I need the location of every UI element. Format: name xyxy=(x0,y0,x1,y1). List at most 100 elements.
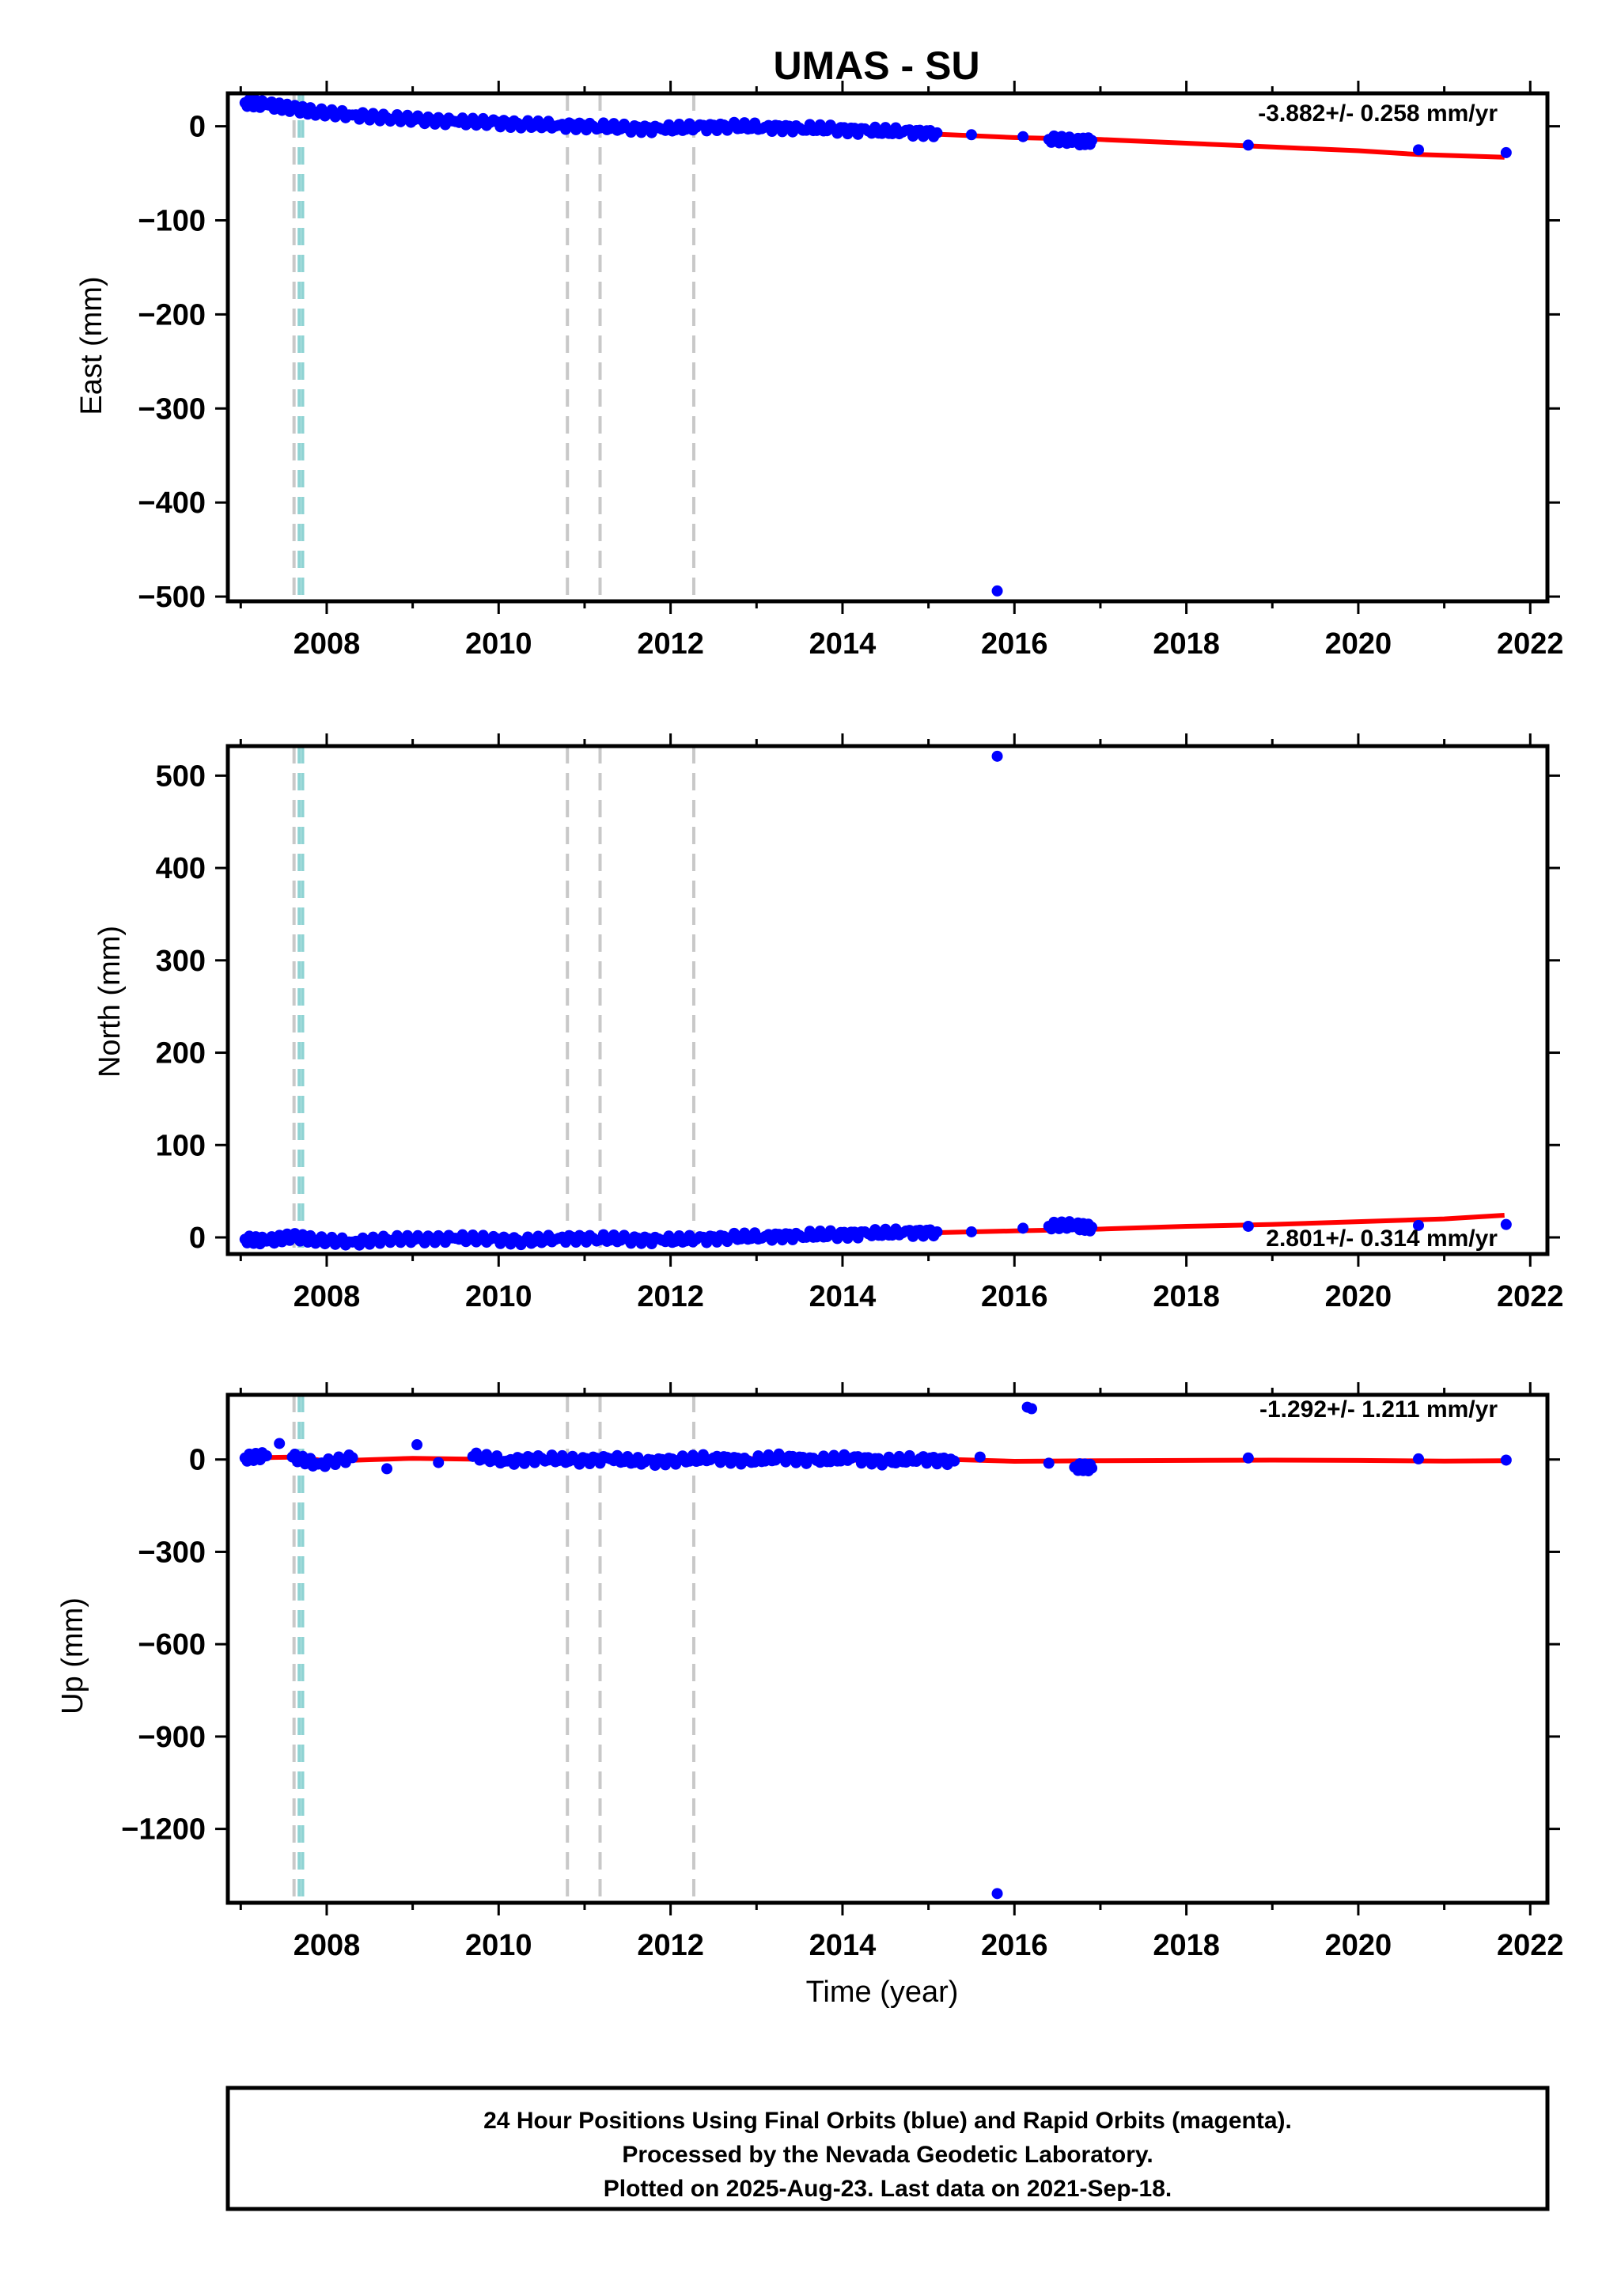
data-point xyxy=(1500,146,1512,158)
data-point xyxy=(1017,131,1029,142)
x-tick-label: 2014 xyxy=(809,1929,877,1962)
east-rate-label: -3.882+/- 0.258 mm/yr xyxy=(1258,100,1498,127)
y-tick-label: 0 xyxy=(189,111,206,144)
axes-frame xyxy=(225,91,1550,604)
data-point xyxy=(1413,144,1425,156)
data-point xyxy=(991,750,1003,762)
y-tick-label: −300 xyxy=(138,392,206,426)
caption-frame xyxy=(225,2086,1550,2211)
y-tick-label: −300 xyxy=(138,1536,206,1569)
east-x-axis: 2008 2010 2012 2014 2016 2018 2020 2022 xyxy=(239,81,1564,661)
x-tick-label: 2010 xyxy=(465,627,532,661)
north-y-axis: 0 100 200 300 400 500 xyxy=(156,760,1560,1255)
north-y-axis-label: North (mm) xyxy=(93,926,127,1078)
caption-line-2: Processed by the Nevada Geodetic Laborat… xyxy=(622,2142,1153,2168)
y-tick-label: −1200 xyxy=(121,1813,206,1847)
up-axes-frame xyxy=(225,1392,1550,1905)
caption-line-3: Plotted on 2025-Aug-23. Last data on 202… xyxy=(604,2176,1172,2202)
east-panel: 2008 2010 2012 2014 2016 2018 2020 2022 0 −100 −2… xyxy=(75,81,1564,661)
data-point xyxy=(949,1455,960,1467)
north-axes-frame xyxy=(225,744,1550,1256)
y-tick-label: 400 xyxy=(156,852,206,885)
x-tick-label: 2018 xyxy=(1153,1929,1220,1962)
data-point xyxy=(931,1226,943,1237)
y-tick-label: −100 xyxy=(138,205,206,238)
up-panel: 2008 2010 2012 2014 2016 2018 2020 2022 0 −300 −6… xyxy=(56,1382,1564,2009)
x-tick-label: 2014 xyxy=(809,1280,877,1313)
axes-frame xyxy=(225,1392,1550,1905)
x-tick-label: 2022 xyxy=(1497,627,1564,661)
data-point xyxy=(1086,135,1098,146)
up-rate-label: -1.292+/- 1.211 mm/yr xyxy=(1259,1396,1498,1423)
y-tick-label: −600 xyxy=(138,1628,206,1661)
data-point xyxy=(931,127,943,138)
y-tick-label: −400 xyxy=(138,487,206,520)
up-data-points xyxy=(239,1401,1512,1900)
data-point xyxy=(274,1438,286,1449)
data-point xyxy=(411,1439,423,1451)
axes-frame xyxy=(225,744,1550,1256)
x-tick-label: 2016 xyxy=(981,627,1048,661)
data-point xyxy=(1413,1219,1425,1231)
x-tick-label: 2020 xyxy=(1325,627,1392,661)
chart-title: UMAS - SU xyxy=(773,44,979,88)
data-point xyxy=(991,585,1003,597)
x-tick-label: 2022 xyxy=(1497,1280,1564,1313)
x-tick-label: 2012 xyxy=(637,1929,704,1962)
data-point xyxy=(433,1457,445,1468)
y-tick-label: 200 xyxy=(156,1037,206,1070)
data-point xyxy=(381,1463,393,1475)
y-tick-label: −500 xyxy=(138,581,206,614)
x-tick-label: 2018 xyxy=(1153,627,1220,661)
y-tick-label: −200 xyxy=(138,298,206,332)
y-tick-label: 100 xyxy=(156,1129,206,1162)
data-point xyxy=(1242,139,1254,151)
x-tick-label: 2016 xyxy=(981,1280,1048,1313)
data-point xyxy=(991,1888,1003,1900)
x-tick-label: 2010 xyxy=(465,1280,532,1313)
y-tick-label: 500 xyxy=(156,760,206,793)
east-axes-frame xyxy=(225,91,1550,604)
y-tick-label: −900 xyxy=(138,1721,206,1754)
x-tick-label: 2016 xyxy=(981,1929,1048,1962)
data-point xyxy=(1413,1453,1425,1464)
x-tick-label: 2008 xyxy=(294,1929,361,1962)
x-tick-label: 2012 xyxy=(637,1280,704,1313)
data-point xyxy=(1500,1218,1512,1230)
x-tick-label: 2020 xyxy=(1325,1929,1392,1962)
north-panel: 2008 2010 2012 2014 2016 2018 2020 2022 0 100 200… xyxy=(93,733,1564,1313)
caption-line-1: 24 Hour Positions Using Final Orbits (bl… xyxy=(483,2108,1292,2134)
north-rate-label: 2.801+/- 0.314 mm/yr xyxy=(1266,1226,1498,1252)
data-point xyxy=(1043,1457,1055,1469)
data-point xyxy=(974,1451,986,1463)
x-tick-label: 2014 xyxy=(809,627,877,661)
data-point xyxy=(1242,1452,1254,1464)
x-tick-label: 2020 xyxy=(1325,1280,1392,1313)
data-point xyxy=(347,1452,358,1464)
up-y-axis-label: Up (mm) xyxy=(56,1597,89,1714)
up-y-axis: 0 −300 −600 −900 −1200 xyxy=(121,1444,1560,1847)
data-point xyxy=(260,1450,272,1462)
east-y-axis-label: East (mm) xyxy=(75,276,108,415)
y-tick-label: 0 xyxy=(189,1222,206,1255)
caption-box: 24 Hour Positions Using Final Orbits (bl… xyxy=(225,2086,1550,2211)
data-point xyxy=(965,129,977,141)
x-axis-label: Time (year) xyxy=(806,1976,959,2009)
data-point xyxy=(1242,1220,1254,1232)
y-tick-label: 0 xyxy=(189,1444,206,1477)
east-data-points xyxy=(239,94,1512,597)
x-tick-label: 2012 xyxy=(637,627,704,661)
north-x-axis: 2008 2010 2012 2014 2016 2018 2020 2022 xyxy=(239,733,1564,1313)
data-point xyxy=(1017,1222,1029,1234)
x-tick-label: 2022 xyxy=(1497,1929,1564,1962)
x-tick-label: 2008 xyxy=(294,627,361,661)
east-y-axis: 0 −100 −200 −300 −400 −500 xyxy=(138,111,1560,614)
up-x-axis: 2008 2010 2012 2014 2016 2018 2020 2022 xyxy=(239,1382,1564,1962)
y-tick-label: 300 xyxy=(156,945,206,978)
north-data-points xyxy=(239,750,1512,1251)
data-point xyxy=(1500,1454,1512,1466)
x-tick-label: 2008 xyxy=(294,1280,361,1313)
x-tick-label: 2018 xyxy=(1153,1280,1220,1313)
x-tick-label: 2010 xyxy=(465,1929,532,1962)
